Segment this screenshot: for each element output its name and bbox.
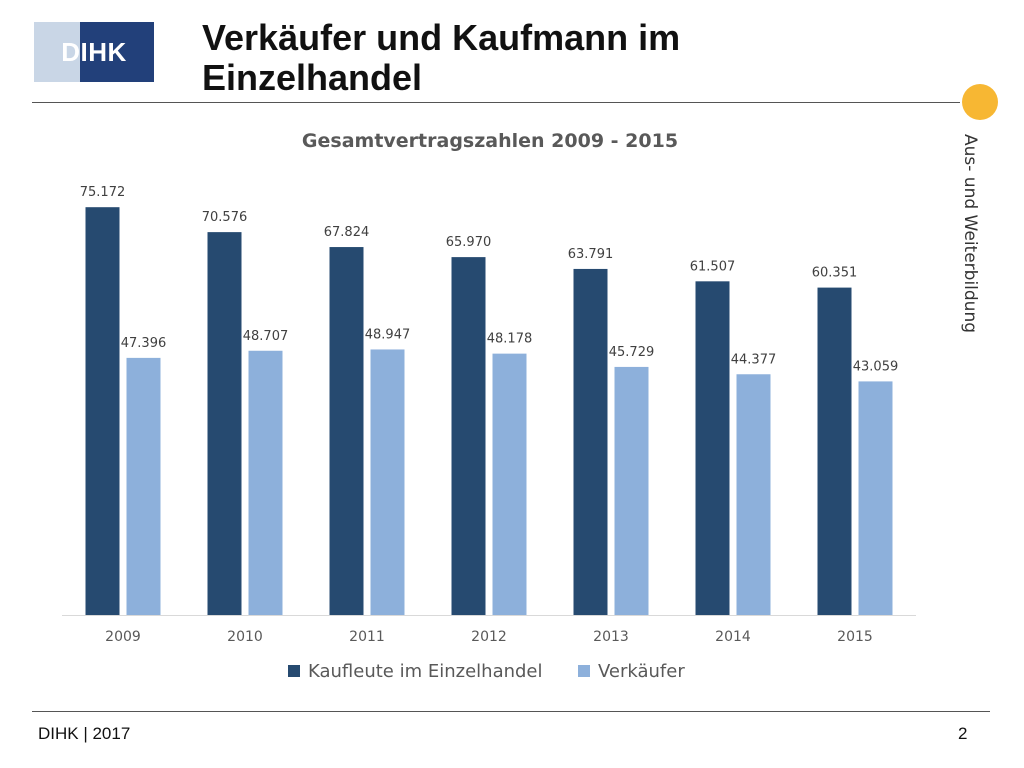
slide-title: Verkäufer und Kaufmann im Einzelhandel <box>202 18 822 98</box>
data-label-verkaeufer-2013: 45.729 <box>609 345 655 360</box>
bar-kaufleute-2010 <box>207 232 242 616</box>
x-tick-labels: 2009 2010 2011 2012 2013 2014 2015 <box>105 629 873 645</box>
logo-dark-block <box>80 22 154 82</box>
data-label-kaufleute-2012: 65.970 <box>446 235 492 250</box>
x-tick-label-2012: 2012 <box>471 629 507 645</box>
data-label-kaufleute-2014: 61.507 <box>690 259 736 274</box>
header-divider <box>32 102 960 103</box>
legend-swatch-kaufleute <box>288 665 300 677</box>
footer-divider <box>32 711 990 712</box>
bar-verkaeufer-2015 <box>858 381 893 615</box>
side-label: Aus- und Weiterbildung <box>960 134 980 334</box>
logo-light-block <box>34 22 80 82</box>
bar-kaufleute-2012 <box>451 257 486 615</box>
data-label-verkaeufer-2014: 44.377 <box>731 352 777 367</box>
data-label-verkaeufer-2012: 48.178 <box>487 332 533 347</box>
chart-title: Gesamtvertragszahlen 2009 - 2015 <box>302 130 678 152</box>
data-label-kaufleute-2010: 70.576 <box>202 210 248 225</box>
bar-kaufleute-2015 <box>817 287 852 615</box>
bar-kaufleute-2013 <box>573 268 608 615</box>
bar-verkaeufer-2013 <box>614 366 649 615</box>
data-label-kaufleute-2011: 67.824 <box>324 225 370 240</box>
legend: Kaufleute im Einzelhandel Verkäufer <box>288 661 685 682</box>
x-tick-label-2010: 2010 <box>227 629 263 645</box>
bar-verkaeufer-2010 <box>248 350 283 615</box>
bar-verkaeufer-2012 <box>492 353 527 615</box>
x-tick-label-2015: 2015 <box>837 629 873 645</box>
bar-verkaeufer-2014 <box>736 374 771 615</box>
accent-circle <box>962 84 998 120</box>
bar-kaufleute-2014 <box>695 281 730 615</box>
dihk-logo: DIHK <box>34 22 154 82</box>
bar-kaufleute-2009 <box>85 207 120 615</box>
bar-verkaeufer-2011 <box>370 349 405 615</box>
bar-chart: Gesamtvertragszahlen 2009 - 2015 75.172 4… <box>62 130 916 682</box>
legend-label-kaufleute: Kaufleute im Einzelhandel <box>308 661 543 682</box>
x-tick-label-2014: 2014 <box>715 629 751 645</box>
data-label-kaufleute-2013: 63.791 <box>568 247 614 262</box>
footer-source: DIHK | 2017 <box>38 724 131 743</box>
legend-swatch-verkaeufer <box>578 665 590 677</box>
data-label-verkaeufer-2010: 48.707 <box>243 329 289 344</box>
legend-label-verkaeufer: Verkäufer <box>598 661 685 682</box>
x-tick-label-2009: 2009 <box>105 629 141 645</box>
bar-verkaeufer-2009 <box>126 357 161 615</box>
data-label-verkaeufer-2009: 47.396 <box>121 336 167 351</box>
data-label-verkaeufer-2015: 43.059 <box>853 359 899 374</box>
bars-group: 75.172 47.396 70.576 48.707 67.824 48.947 65.9… <box>80 185 899 616</box>
data-label-kaufleute-2015: 60.351 <box>812 266 858 281</box>
slide-title-line2: Einzelhandel <box>202 57 423 98</box>
bar-kaufleute-2011 <box>329 247 364 615</box>
logo-text: DIHK <box>61 37 127 67</box>
page-number: 2 <box>958 724 968 743</box>
slide-title-line1: Verkäufer und Kaufmann im <box>202 17 681 58</box>
data-label-verkaeufer-2011: 48.947 <box>365 327 411 342</box>
x-tick-label-2011: 2011 <box>349 629 385 645</box>
data-label-kaufleute-2009: 75.172 <box>80 185 126 200</box>
x-tick-label-2013: 2013 <box>593 629 629 645</box>
